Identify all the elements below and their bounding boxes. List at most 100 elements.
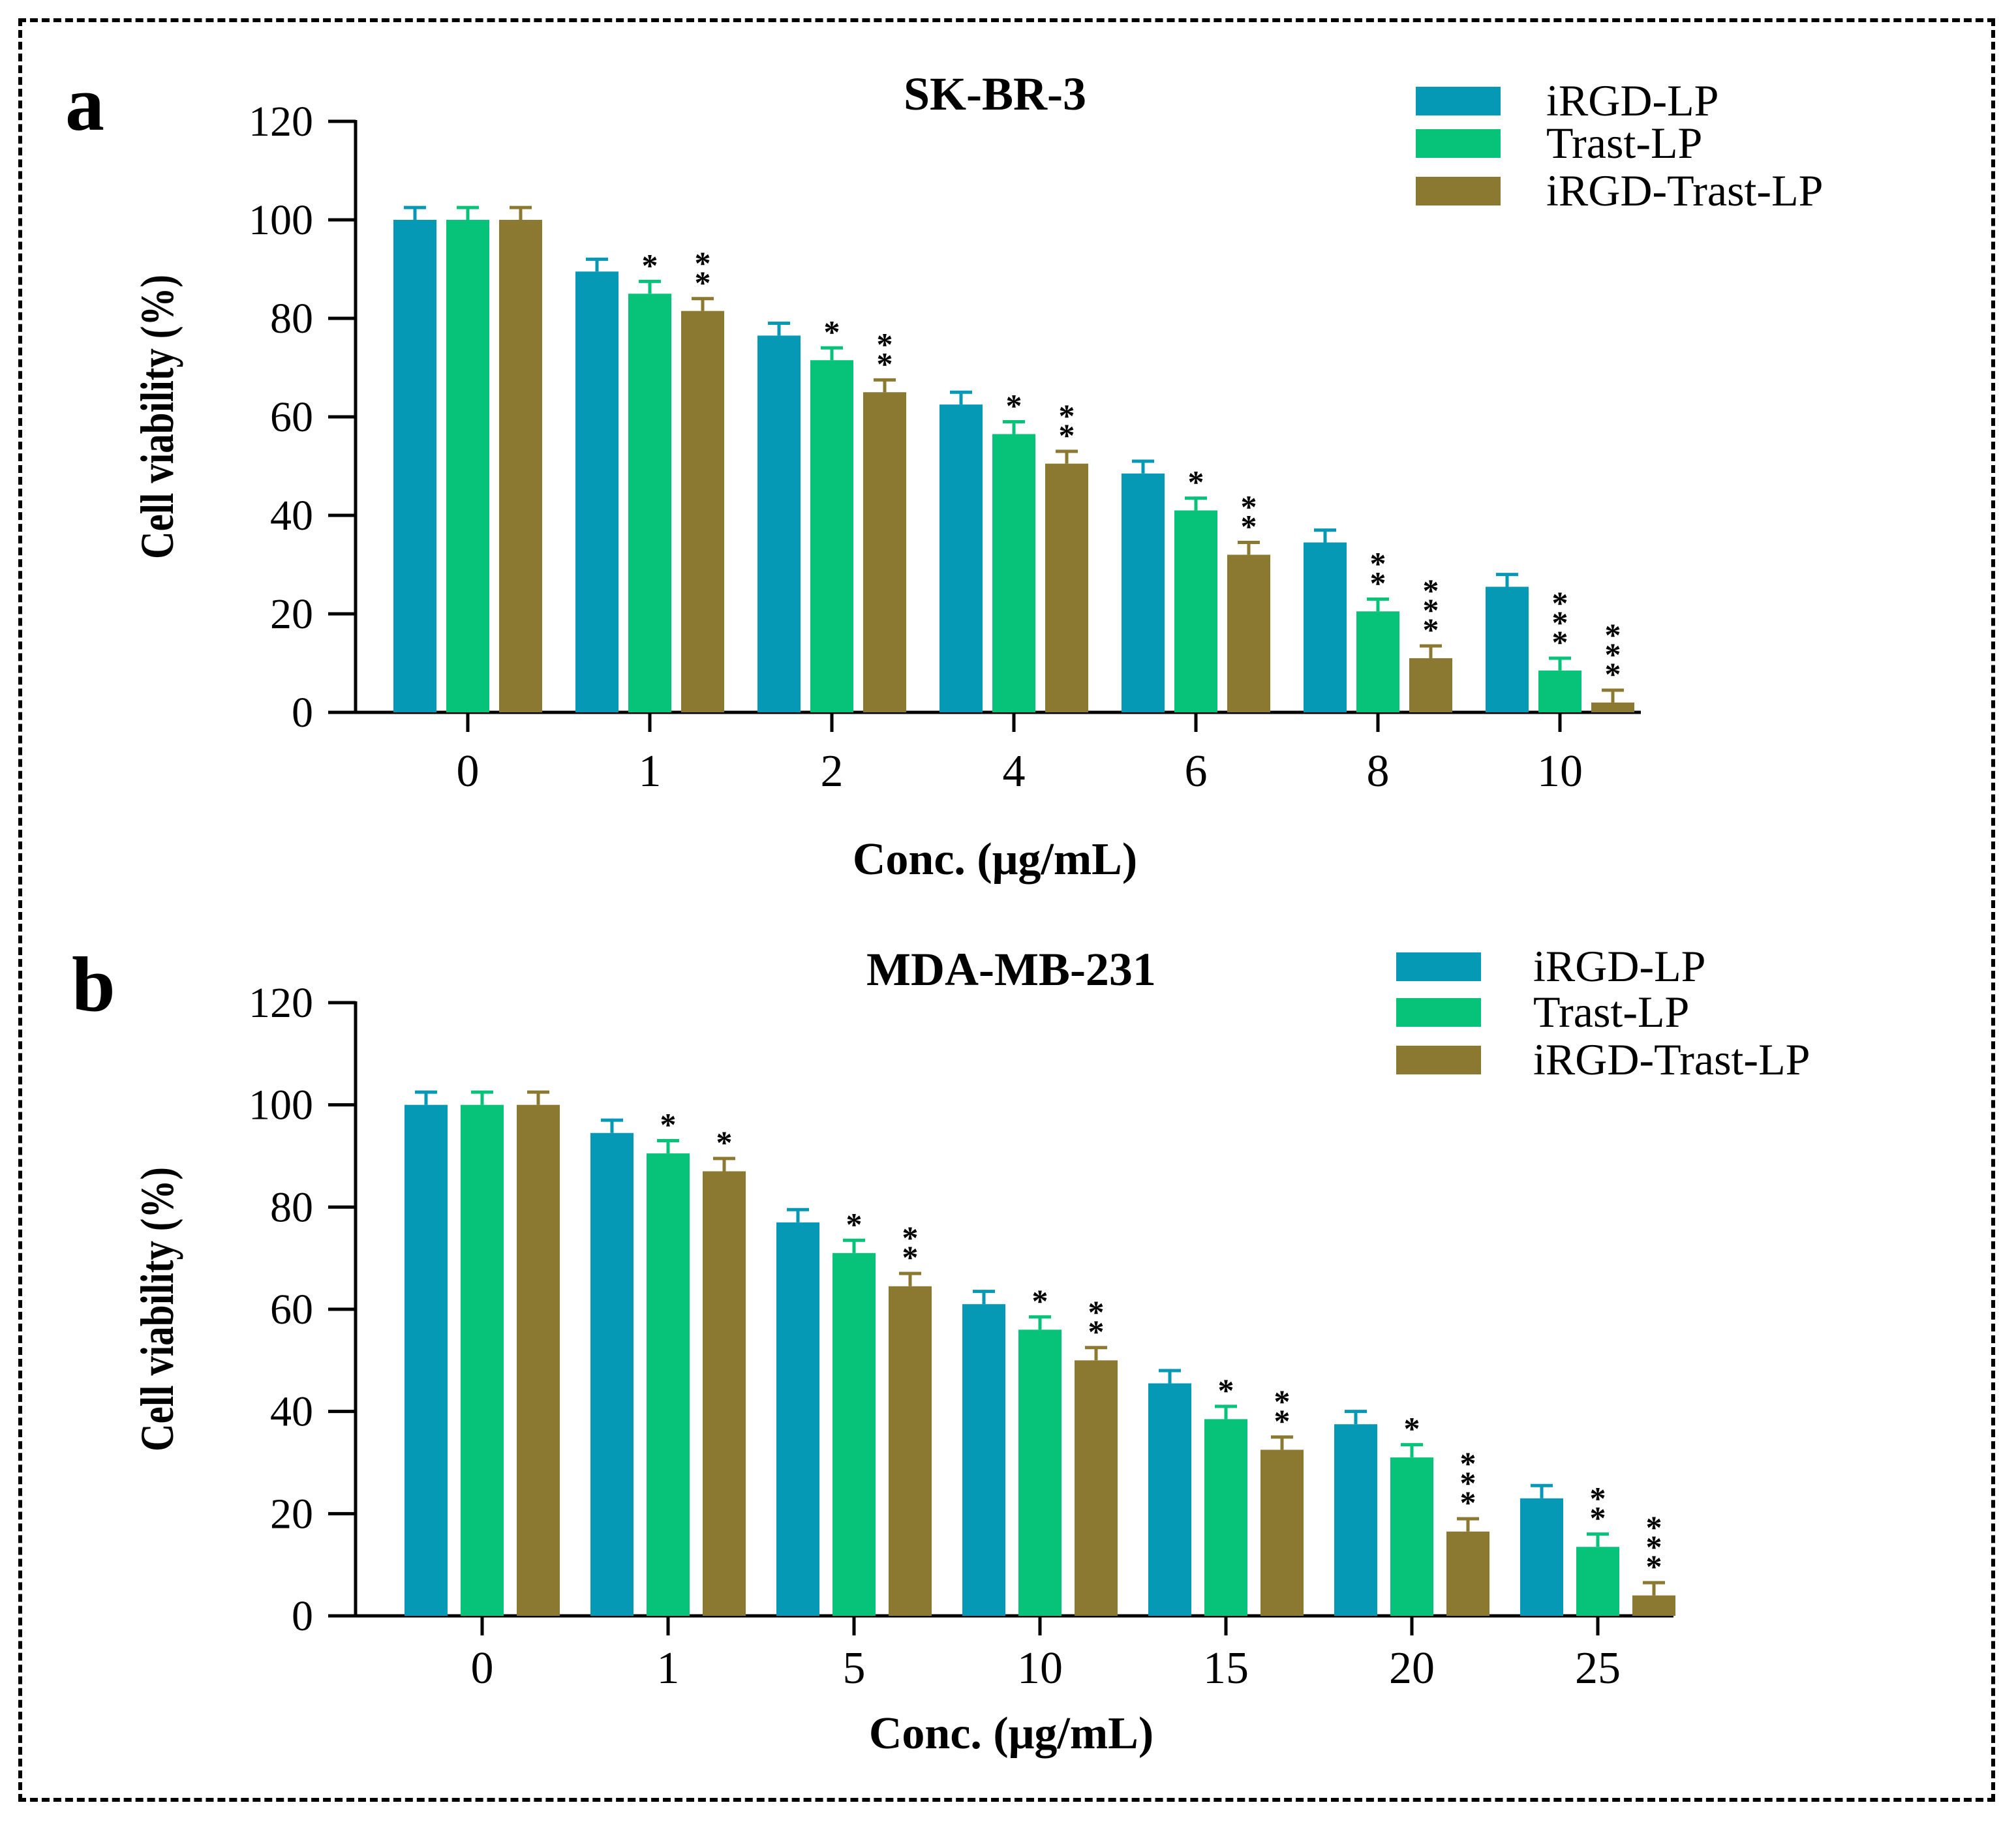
- legend-swatch-trast-lp: [1416, 129, 1501, 158]
- significance-star: *: [1370, 545, 1386, 581]
- bar-trast-lp-5: [832, 1253, 876, 1616]
- x-tick-label: 20: [1389, 1643, 1435, 1693]
- significance-star: *: [642, 247, 658, 283]
- x-axis-label: Conc. (μg/mL): [869, 1708, 1153, 1759]
- legend-label-trast-lp: Trast-LP: [1533, 987, 1689, 1037]
- x-tick-label: 4: [1003, 746, 1026, 797]
- bar-irgd-trast-lp-20: [1446, 1531, 1489, 1616]
- bar-irgd-lp-1: [575, 271, 619, 712]
- significance-star: *: [1552, 624, 1568, 660]
- bar-irgd-lp-10: [1486, 586, 1529, 712]
- chart-title: MDA-MB-231: [866, 943, 1156, 995]
- bar-trast-lp-15: [1204, 1419, 1247, 1616]
- x-tick-label: 0: [471, 1643, 494, 1693]
- y-tick-label: 120: [249, 98, 313, 145]
- significance-star: *: [695, 245, 711, 281]
- y-tick-label: 0: [292, 1592, 313, 1640]
- significance-star: *: [716, 1124, 733, 1161]
- bar-irgd-lp-5: [776, 1222, 819, 1616]
- significance-star: *: [1552, 585, 1568, 621]
- legend-swatch-irgd-trast-lp: [1416, 177, 1501, 205]
- y-tick-label: 40: [270, 492, 313, 539]
- significance-star: *: [1059, 417, 1075, 453]
- bar-irgd-lp-20: [1334, 1424, 1377, 1616]
- x-tick-label: 15: [1203, 1643, 1249, 1693]
- x-tick-label: 2: [821, 746, 844, 797]
- bar-trast-lp-10: [1538, 670, 1581, 712]
- x-tick-label: 5: [843, 1643, 866, 1693]
- significance-star: *: [1006, 387, 1022, 424]
- y-tick-label: 40: [270, 1388, 313, 1436]
- bar-trast-lp-1: [647, 1153, 690, 1616]
- bar-trast-lp-6: [1174, 510, 1217, 712]
- significance-star: *: [1088, 1313, 1105, 1350]
- bar-irgd-trast-lp-1: [703, 1171, 746, 1616]
- significance-star: *: [1460, 1465, 1476, 1501]
- significance-star: *: [1032, 1283, 1048, 1319]
- bar-trast-lp-8: [1356, 611, 1399, 712]
- bar-irgd-trast-lp-4: [1045, 463, 1088, 712]
- significance-star: *: [1590, 1500, 1606, 1536]
- y-axis-label: Cell viability (%): [132, 1167, 184, 1451]
- bar-irgd-lp-25: [1520, 1498, 1563, 1616]
- panel-letter-a: a: [65, 60, 104, 147]
- significance-star: *: [1460, 1445, 1476, 1481]
- bar-irgd-lp-0: [393, 220, 436, 712]
- significance-star: *: [1241, 508, 1257, 545]
- y-tick-label: 120: [249, 979, 313, 1027]
- bar-trast-lp-20: [1390, 1457, 1433, 1616]
- bar-irgd-lp-6: [1122, 473, 1165, 712]
- bar-irgd-lp-2: [757, 335, 801, 712]
- significance-star: *: [1423, 611, 1439, 648]
- bar-trast-lp-4: [992, 434, 1035, 712]
- legend-label-irgd-lp: iRGD-LP: [1546, 76, 1718, 125]
- bar-irgd-lp-15: [1148, 1383, 1191, 1616]
- significance-star: *: [1423, 592, 1439, 628]
- legend-swatch-irgd-trast-lp: [1396, 1046, 1481, 1074]
- bar-trast-lp-1: [628, 294, 671, 712]
- bar-irgd-trast-lp-10: [1591, 702, 1634, 712]
- significance-star: *: [1646, 1548, 1662, 1585]
- significance-star: *: [1059, 397, 1075, 434]
- significance-star: *: [695, 264, 711, 301]
- significance-star: *: [1646, 1528, 1662, 1565]
- y-tick-label: 80: [270, 1183, 313, 1231]
- legend-swatch-trast-lp: [1396, 998, 1481, 1027]
- y-tick-label: 0: [292, 689, 313, 736]
- x-axis-label: Conc. (μg/mL): [853, 834, 1137, 885]
- x-tick-label: 6: [1185, 746, 1208, 797]
- significance-star: *: [1552, 604, 1568, 641]
- bar-trast-lp-0: [446, 220, 489, 712]
- x-tick-label: 25: [1575, 1643, 1621, 1693]
- x-tick-label: 1: [657, 1643, 680, 1693]
- bar-irgd-lp-10: [962, 1304, 1005, 1616]
- x-tick-label: 0: [457, 746, 480, 797]
- y-axis-label: Cell viability (%): [132, 275, 184, 559]
- bar-irgd-trast-lp-25: [1632, 1595, 1675, 1616]
- x-tick-label: 8: [1367, 746, 1390, 797]
- y-tick-label: 100: [249, 1082, 313, 1129]
- y-tick-label: 100: [249, 196, 313, 244]
- y-tick-label: 80: [270, 295, 313, 342]
- legend-label-trast-lp: Trast-LP: [1546, 118, 1702, 168]
- significance-star: *: [1460, 1484, 1476, 1521]
- legend-swatch-irgd-lp: [1416, 87, 1501, 115]
- y-tick-label: 20: [270, 1490, 313, 1538]
- significance-star: *: [1188, 464, 1204, 500]
- dashed-frame: [18, 18, 1995, 1802]
- bar-irgd-trast-lp-15: [1260, 1450, 1304, 1616]
- bar-irgd-trast-lp-0: [517, 1104, 560, 1616]
- significance-star: *: [877, 326, 893, 362]
- y-tick-label: 20: [270, 590, 313, 638]
- significance-star: *: [1218, 1372, 1234, 1408]
- significance-star: *: [1404, 1410, 1420, 1447]
- significance-star: *: [1605, 636, 1621, 673]
- significance-star: *: [846, 1206, 863, 1242]
- x-tick-label: 10: [1537, 746, 1583, 797]
- bar-irgd-trast-lp-1: [681, 311, 724, 712]
- bar-trast-lp-25: [1576, 1547, 1619, 1616]
- bar-trast-lp-10: [1018, 1329, 1061, 1616]
